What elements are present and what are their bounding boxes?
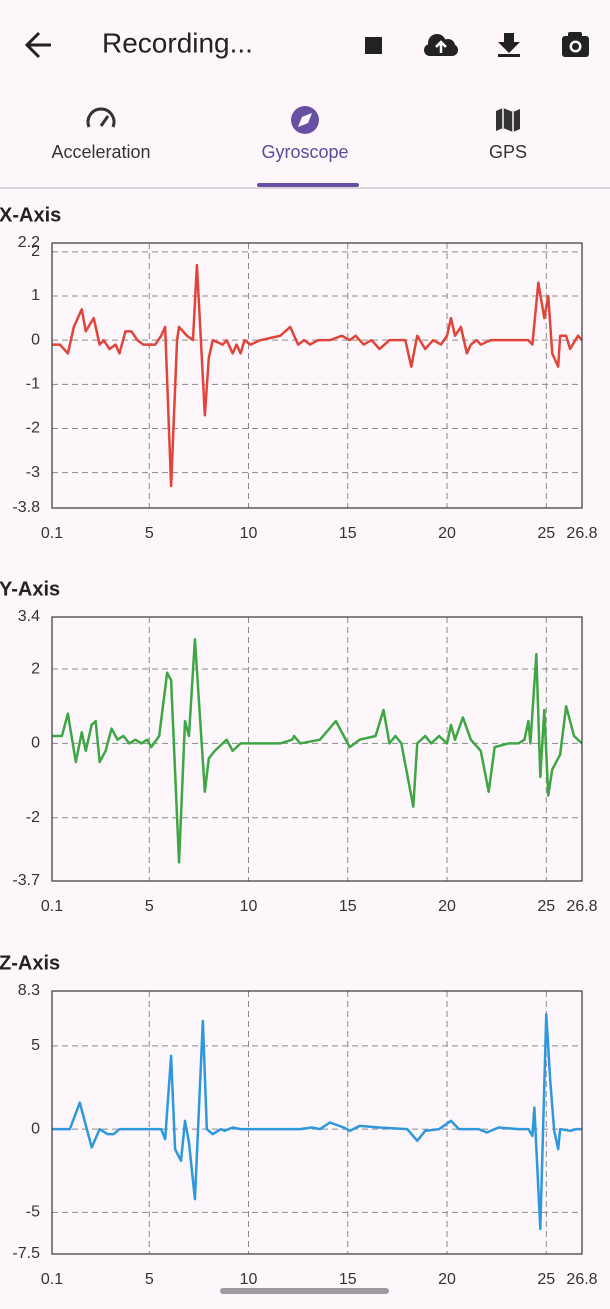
y-tick-label: -3 <box>26 464 40 481</box>
data-line <box>52 263 583 488</box>
x-tick-label: 0.1 <box>41 525 63 542</box>
y-tick-label: 1 <box>31 287 40 304</box>
data-line <box>52 638 583 864</box>
x-tick-label: 5 <box>145 525 154 542</box>
app-title: Recording... <box>102 27 253 58</box>
y-tick-label: 5 <box>31 1037 40 1054</box>
y-tick-label: -3.8 <box>12 499 40 516</box>
tab-indicator <box>257 183 359 187</box>
x-tick-label: 26.8 <box>566 1271 597 1288</box>
stop-button[interactable] <box>365 37 382 54</box>
y-tick-label: 0 <box>31 735 40 752</box>
plot-frame <box>51 616 583 882</box>
x-tick-label: 20 <box>438 898 456 915</box>
x-tick-label: 15 <box>339 898 357 915</box>
x-tick-label: 15 <box>339 525 357 542</box>
y-tick-label: 2.2 <box>18 234 40 251</box>
tab-label: Gyroscope <box>261 142 348 162</box>
x-tick-label: 5 <box>145 1271 154 1288</box>
tab-label: GPS <box>489 142 527 162</box>
back-button[interactable] <box>24 31 51 59</box>
x-tick-label: 0.1 <box>41 898 63 915</box>
x-tick-label: 25 <box>537 898 555 915</box>
plot-frame <box>51 990 583 1255</box>
y-tick-label: -2 <box>26 420 40 437</box>
data-line <box>52 1013 582 1231</box>
chart-title: X-Axis <box>0 204 61 226</box>
y-tick-label: 3.4 <box>18 608 40 625</box>
y-tick-label: 8.3 <box>18 982 40 999</box>
x-tick-label: 10 <box>240 1271 258 1288</box>
x-tick-label: 26.8 <box>566 898 597 915</box>
x-tick-label: 20 <box>438 1271 456 1288</box>
x-tick-label: 10 <box>240 898 258 915</box>
y-tick-label: -2 <box>26 809 40 826</box>
y-tick-label: 2 <box>31 243 40 260</box>
chart-title: Z-Axis <box>0 952 60 974</box>
tab-gps[interactable]: GPS <box>489 108 527 162</box>
chart-title: Y-Axis <box>0 578 60 600</box>
y-tick-label: -1 <box>26 376 40 393</box>
plot-frame <box>51 242 583 509</box>
x-tick-label: 25 <box>537 525 555 542</box>
tab-label: Acceleration <box>51 142 150 162</box>
x-tick-label: 15 <box>339 1271 357 1288</box>
tab-acceleration[interactable]: Acceleration <box>51 107 151 162</box>
y-tick-label: 0 <box>31 1120 40 1137</box>
tab-gyroscope[interactable]: Gyroscope <box>257 106 359 187</box>
camera-button[interactable] <box>562 32 589 57</box>
y-tick-label: -5 <box>26 1204 40 1221</box>
download-button[interactable] <box>498 33 520 57</box>
y-tick-label: 0 <box>31 331 40 348</box>
x-tick-label: 25 <box>537 1271 555 1288</box>
x-tick-label: 20 <box>438 525 456 542</box>
x-tick-label: 10 <box>240 525 258 542</box>
y-tick-label: 2 <box>31 660 40 677</box>
gesture-bar <box>220 1288 389 1294</box>
x-tick-label: 0.1 <box>41 1271 63 1288</box>
x-tick-label: 5 <box>145 898 154 915</box>
x-tick-label: 26.8 <box>566 525 597 542</box>
y-tick-label: -7.5 <box>12 1245 40 1262</box>
upload-button[interactable] <box>424 34 458 56</box>
y-tick-label: -3.7 <box>12 872 40 889</box>
